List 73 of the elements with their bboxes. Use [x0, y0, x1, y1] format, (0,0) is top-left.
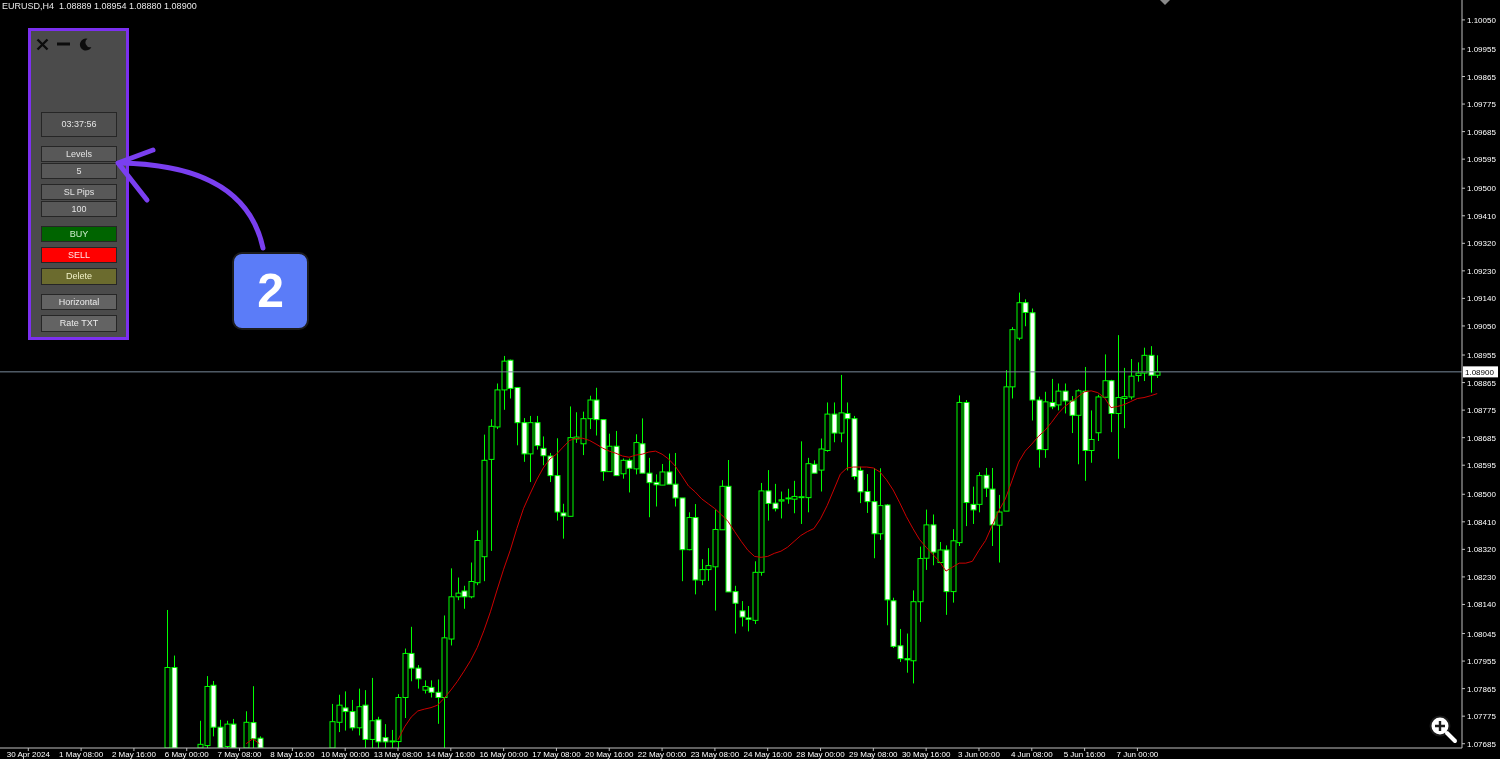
- y-tick-label: 1.09595: [1467, 155, 1497, 165]
- chart-title: EURUSD,H4 1.08889 1.08954 1.08880 1.08900: [2, 1, 197, 12]
- x-tick-label: 30 Apr 2024: [6, 750, 51, 759]
- annotation: BUY: [69, 228, 89, 239]
- y-tick-label: 1.08140: [1467, 600, 1497, 610]
- button: Rate TXT: [41, 315, 117, 332]
- x-tick-label: 24 May 16:00: [743, 750, 793, 759]
- ref-line-label: 1.08900: [1465, 367, 1495, 377]
- x-tick-label: 29 May 08:00: [849, 750, 899, 759]
- y-tick-label: 1.09865: [1467, 72, 1497, 82]
- y-tick-label: 1.08775: [1467, 406, 1497, 416]
- y-tick-label: 1.08595: [1467, 461, 1497, 471]
- x-tick-label: 2 May 16:00: [111, 750, 157, 759]
- annotation: 2: [257, 264, 284, 317]
- y-tick-label: 1.08410: [1467, 517, 1497, 527]
- x-tick-label: 30 May 16:00: [901, 750, 951, 759]
- y-tick-label: 1.09775: [1467, 100, 1497, 110]
- y-tick-label: 1.09140: [1467, 294, 1497, 304]
- x-tick-label: 10 May 00:00: [320, 750, 370, 759]
- y-tick-label: 1.09050: [1467, 321, 1497, 331]
- annotation: 5: [76, 165, 82, 176]
- button: Delete: [41, 268, 117, 285]
- button: SELL: [41, 247, 117, 263]
- x-tick-label: 16 May 00:00: [479, 750, 529, 759]
- y-tick-label: 1.09685: [1467, 127, 1497, 137]
- annotation: Rate TXT: [59, 318, 99, 328]
- y-tick-label: 1.09955: [1467, 44, 1497, 54]
- y-tick-label: 1.08230: [1467, 572, 1497, 582]
- annotation: SELL: [67, 249, 91, 260]
- y-tick-label: 1.07775: [1467, 712, 1497, 722]
- x-tick-label: 7 Jun 00:00: [1116, 750, 1159, 759]
- x-tick-label: 4 Jun 08:00: [1010, 750, 1054, 759]
- x-tick-label: 8 May 16:00: [270, 750, 315, 759]
- y-tick-label: 1.07955: [1467, 657, 1497, 667]
- annotation: 100: [71, 203, 87, 214]
- button: Levels: [41, 146, 117, 162]
- annotation: Delete: [65, 271, 92, 281]
- button: SL Pips: [41, 184, 117, 200]
- y-tick-label: 1.10050: [1467, 15, 1497, 25]
- x-tick-label: 7 May 08:00: [217, 750, 263, 759]
- x-tick-label: 28 May 00:00: [796, 750, 846, 759]
- annotation: Horizontal: [58, 296, 100, 307]
- x-tick-label: 3 Jun 00:00: [958, 750, 1001, 759]
- x-tick-label: 20 May 16:00: [585, 750, 635, 759]
- y-tick-label: 1.08045: [1467, 629, 1497, 639]
- x-tick-label: 5 Jun 16:00: [1063, 750, 1107, 759]
- x-tick-label: 14 May 16:00: [426, 750, 476, 759]
- x-tick-label: 13 May 08:00: [373, 750, 423, 759]
- x-tick-label: 17 May 08:00: [532, 750, 582, 759]
- x-tick-label: 1 May 08:00: [59, 750, 104, 759]
- x-tick-label: 22 May 00:00: [637, 750, 687, 759]
- button: 100: [41, 201, 117, 217]
- y-tick-label: 1.08865: [1467, 378, 1497, 388]
- button: BUY: [41, 226, 117, 242]
- y-tick-label: 1.09500: [1467, 184, 1497, 194]
- button: 5: [41, 163, 117, 179]
- y-tick-label: 1.09410: [1467, 211, 1497, 221]
- y-tick-label: 1.09320: [1467, 239, 1497, 249]
- number-badge: 2: [232, 252, 309, 330]
- text-field: 03:37:56: [41, 112, 117, 137]
- y-tick-label: 1.07685: [1467, 739, 1497, 749]
- x-tick-label: 23 May 08:00: [690, 750, 740, 759]
- y-tick-label: 1.08500: [1467, 490, 1497, 500]
- annotation: 03:37:56: [61, 119, 97, 129]
- y-tick-label: 1.08685: [1467, 433, 1497, 443]
- y-tick-label: 1.08955: [1467, 351, 1497, 361]
- y-tick-label: 1.07865: [1467, 684, 1497, 694]
- y-tick-label: 1.08320: [1467, 545, 1497, 555]
- annotation: Levels: [65, 148, 92, 159]
- button: Horizontal: [41, 294, 117, 310]
- y-tick-label: 1.09230: [1467, 266, 1497, 276]
- annotation: SL Pips: [63, 186, 95, 197]
- x-tick-label: 6 May 00:00: [164, 750, 210, 759]
